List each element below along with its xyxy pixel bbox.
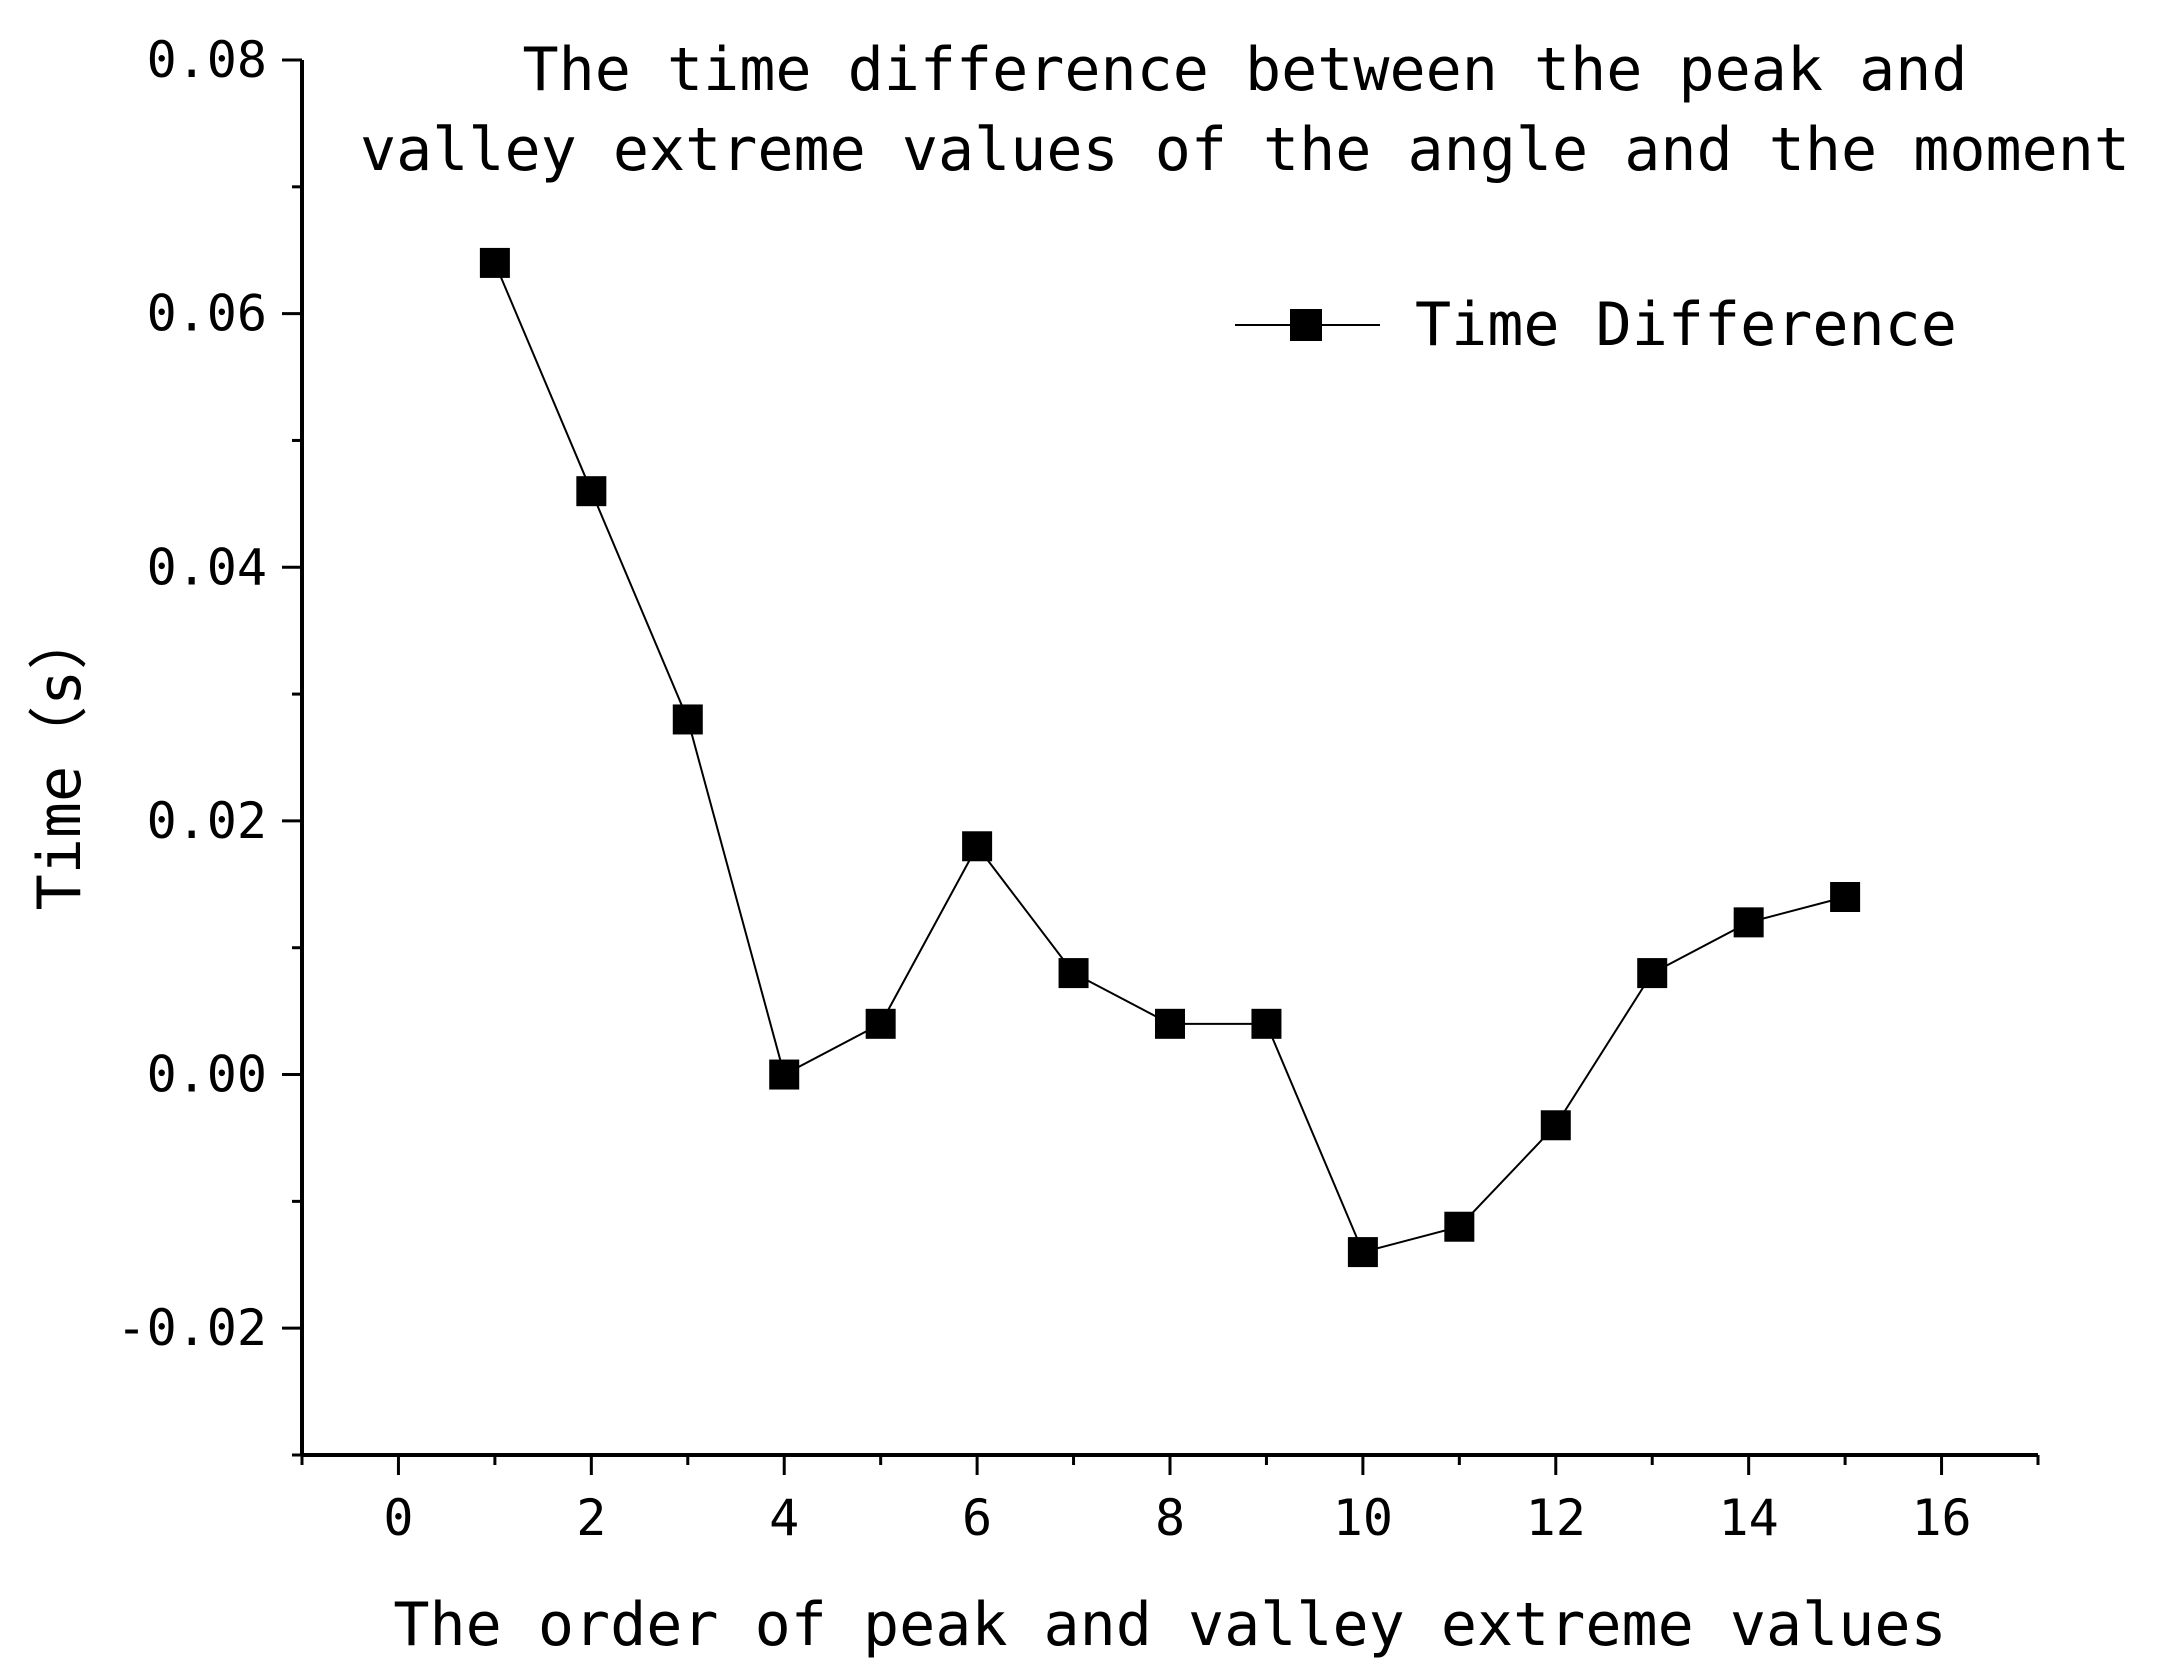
chart-title-line-1: The time difference between the peak and	[523, 35, 1968, 105]
data-point	[576, 476, 607, 507]
data-point	[962, 831, 993, 862]
x-axis-ticks: 0 2 4 6 8 10 12 14 16	[300, 1455, 2040, 1547]
data-point	[1155, 1008, 1185, 1039]
data-point	[1540, 1110, 1571, 1141]
y-axis-ticks: -0.02 0.00 0.02 0.04 0.06 0.08	[116, 31, 302, 1457]
series-line	[493, 262, 1846, 1254]
data-point	[1058, 958, 1089, 989]
data-point	[865, 1008, 896, 1039]
data-point	[1251, 1008, 1282, 1039]
x-tick-label: 0	[383, 1489, 413, 1547]
chart-title: The time difference between the peak and…	[360, 35, 2130, 185]
x-tick-label: 14	[1719, 1489, 1779, 1547]
x-tick-label: 4	[769, 1489, 799, 1547]
legend: Time Difference	[1235, 290, 1957, 360]
y-tick-label: 0.08	[147, 31, 267, 89]
legend-marker	[1290, 309, 1322, 341]
y-tick-label: 0.02	[147, 792, 267, 850]
series-time-difference	[479, 247, 1861, 1268]
x-tick-label: 10	[1333, 1489, 1393, 1547]
x-tick-label: 16	[1911, 1489, 1971, 1547]
data-point	[1637, 958, 1668, 989]
x-tick-label: 12	[1526, 1489, 1586, 1547]
data-point	[672, 704, 703, 735]
y-tick-label: -0.02	[116, 1299, 267, 1357]
y-tick-label: 0.00	[147, 1046, 267, 1104]
x-tick-label: 6	[962, 1489, 992, 1547]
legend-label: Time Difference	[1415, 290, 1957, 360]
y-tick-label: 0.04	[147, 538, 267, 596]
axes	[300, 60, 2038, 1457]
x-tick-label: 8	[1155, 1489, 1185, 1547]
data-point	[1444, 1211, 1475, 1242]
y-axis-label: Time（s）	[25, 610, 95, 911]
data-point	[769, 1059, 800, 1090]
data-point	[1830, 882, 1861, 912]
data-point	[1733, 907, 1764, 938]
data-point	[479, 247, 510, 278]
y-tick-label: 0.06	[147, 285, 267, 343]
x-axis-label: The order of peak and valley extreme val…	[393, 1590, 1946, 1660]
x-tick-label: 2	[576, 1489, 606, 1547]
data-point	[1347, 1237, 1378, 1268]
chart-title-line-2: valley extreme values of the angle and t…	[360, 115, 2130, 185]
